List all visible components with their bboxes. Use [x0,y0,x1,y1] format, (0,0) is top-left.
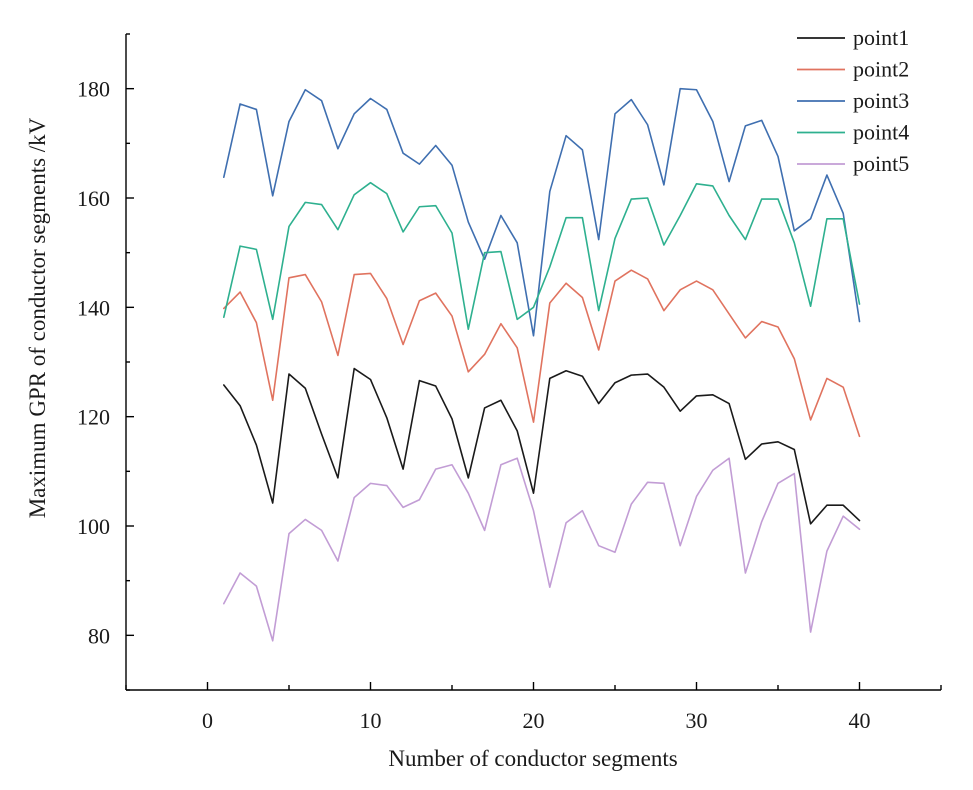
y-tick-label: 80 [88,623,110,648]
series-line-point5 [223,457,861,642]
legend-label-point5: point5 [853,151,909,176]
series-line-point2 [223,269,861,438]
axes: 80 100 120 140 160 180 0 10 20 30 40 [77,33,942,733]
x-tick-label: 40 [849,708,871,733]
legend: point1 point2 point3 point4 point5 [797,25,909,176]
legend-label-point4: point4 [853,120,909,145]
legend-label-point3: point3 [853,88,909,113]
y-tick-label: 160 [77,186,110,211]
y-tick-label: 180 [77,77,110,102]
y-tick-label: 140 [77,295,110,320]
x-tick-label: 30 [686,708,708,733]
legend-label-point1: point1 [853,25,909,50]
y-tick-label: 120 [77,405,110,430]
x-axis-title: Number of conductor segments [388,746,677,771]
legend-label-point2: point2 [853,57,909,82]
x-tick-label: 10 [360,708,382,733]
series-line-point1 [223,367,861,525]
y-tick-label: 100 [77,514,110,539]
y-axis-title: Maximum GPR of conductor segments /kV [25,117,50,518]
x-tick-label: 20 [523,708,545,733]
series-line-point3 [223,87,861,337]
series-layer [223,87,861,642]
series-line-point4 [223,181,861,331]
x-tick-label: 0 [202,708,213,733]
